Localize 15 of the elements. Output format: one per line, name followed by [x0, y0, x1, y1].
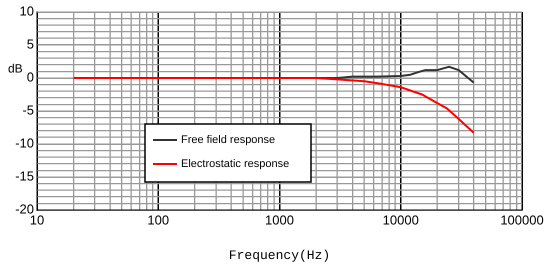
legend-label: Electrostatic response — [181, 158, 290, 170]
x-tick-label: 100000 — [500, 212, 544, 228]
x-tick-label: 10000 — [382, 212, 419, 228]
legend-label: Free field response — [181, 134, 276, 146]
y-tick-label: -5 — [22, 102, 34, 118]
x-tick-label: 1000 — [265, 212, 294, 228]
y-tick-label: -15 — [15, 168, 34, 184]
x-axis-title: Frequency(Hz) — [228, 248, 330, 263]
y-tick-label: 10 — [20, 4, 34, 19]
y-tick-label: -10 — [15, 136, 34, 151]
y-tick-label: 5 — [26, 36, 34, 52]
y-tick-label: 0 — [26, 70, 34, 85]
y-axis-title: dB — [8, 62, 23, 76]
x-tick-label: 100 — [147, 212, 170, 228]
y-tick-label: -20 — [15, 202, 34, 217]
